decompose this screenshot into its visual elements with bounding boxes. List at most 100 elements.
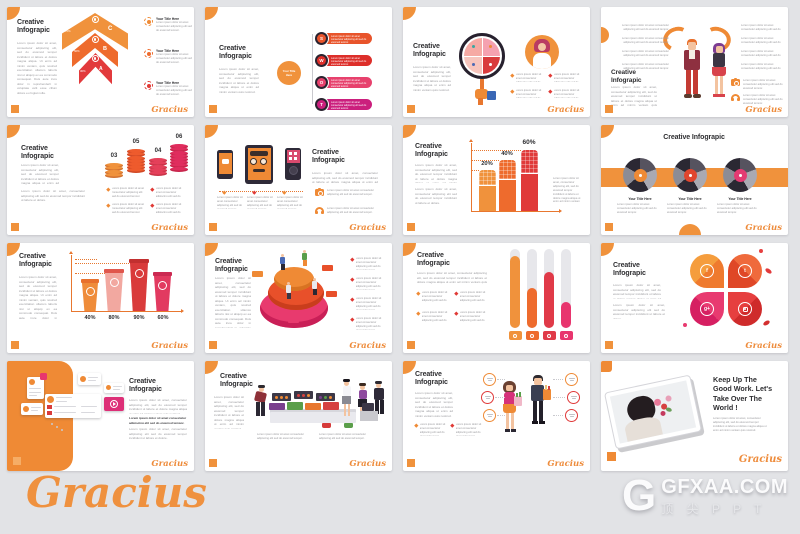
headphones-feature-item: Lorem ipsum dolor sit amet consectetur a…: [315, 207, 375, 217]
watermark: G GFXAA.COM 顶 尖 P P T: [622, 474, 788, 518]
mustache-icon: [253, 169, 265, 172]
caption-text: Lorem ipsum dolor sit amet consectetur a…: [319, 433, 367, 440]
callout-label: Lorem ipsum dolor sit amet consectetur a…: [621, 24, 669, 31]
slide-logo: Gracius: [745, 223, 782, 233]
stat-circle: [567, 391, 580, 404]
stat-circle: [483, 409, 496, 422]
slide-logo: Gracius: [349, 459, 386, 469]
heart-icon: [40, 373, 47, 380]
callout-label: Lorem ipsum dolor sit amet consectetur a…: [741, 63, 781, 70]
slide-16-closing-slide: Keep Up The Good Work. Let's Take Over T…: [601, 361, 788, 471]
instagram-icon: [738, 302, 752, 316]
slide-logo: Gracius: [151, 341, 188, 351]
coin-stack: [170, 144, 188, 172]
bag-icon: [559, 331, 573, 340]
target-icon: [91, 36, 99, 43]
sign-label: [288, 317, 299, 323]
letter-badge: T: [315, 97, 328, 111]
bar-60: [521, 150, 538, 211]
chevron-percent: 70%: [65, 29, 71, 33]
hand-illustration: [475, 89, 488, 99]
corner-quarter-circle: [7, 125, 20, 138]
swot-pill-weaknesses: W Lorem ipsum dolor sit amet consectetur…: [315, 53, 372, 67]
cup-label: 80%: [108, 315, 120, 321]
timeline-line: [219, 191, 303, 192]
body-text: Lorem ipsum dolor sit amet, consectetur …: [214, 395, 244, 429]
page-number-box: [209, 105, 217, 113]
closing-headline: Keep Up The Good Work. Let's Take Over T…: [713, 375, 773, 413]
doctor-avatar: [525, 35, 559, 69]
y-axis: [471, 143, 472, 211]
body-text: Lorem ipsum dolor sit amet, consectetur …: [19, 275, 57, 319]
list-thumb: [47, 411, 52, 415]
side-text: Lorem ipsum dolor sit amet, consectetur …: [553, 177, 581, 203]
play-icon: [110, 400, 118, 408]
vinyl-record: [623, 158, 657, 192]
stat-circle: [481, 391, 494, 404]
page-number-box: [605, 105, 613, 113]
search-icon: [91, 16, 99, 23]
facebook-icon: f: [700, 264, 714, 278]
body-text: Lorem ipsum dolor sit amet, consectetur …: [613, 283, 661, 299]
shopper-woman: [340, 379, 354, 429]
man-character: [681, 39, 703, 101]
body-text: Lorem ipsum dolor sit amet, consectetur …: [129, 427, 187, 440]
stack-number: 05: [132, 139, 140, 145]
grocery-bag: [514, 396, 522, 406]
bar-label: 20%: [481, 161, 493, 167]
slide-02-swot-infographic: Creative Infograpic Lorem ipsum dolor si…: [205, 7, 392, 117]
body-text: Lorem ipsum dolor sit amet, consectetur …: [417, 271, 487, 286]
social-card: [21, 403, 43, 415]
sign-label: [252, 271, 263, 277]
slide-09-cup-chart-infographic: Creative Infograpic Lorem ipsum dolor si…: [7, 243, 194, 353]
tablet-illustration: [245, 145, 273, 184]
brand-logo: Gracius: [26, 468, 207, 517]
bottom-half-circle: [679, 224, 701, 235]
cup-label: 90%: [133, 315, 145, 321]
coin-stack: [105, 163, 123, 178]
slide-title: Creative Infograpic: [663, 134, 725, 141]
slide-title: Creative Infograpic: [215, 258, 248, 274]
cup-label: 60%: [157, 315, 169, 321]
slide-title: Creative Infograpic: [21, 145, 54, 161]
slide-05-coin-stacks-infographic: Creative Infograpic Lorem ipsum dolor si…: [7, 125, 194, 235]
shopper-man: [252, 385, 268, 429]
x-axis: [71, 311, 181, 312]
list-item: Your Title Here Lorem ipsum dolor sit ame…: [144, 81, 192, 95]
petal-twitter: t: [728, 254, 762, 288]
headphones-feature-item: Lorem ipsum dolor sit amet consectetur a…: [731, 94, 785, 104]
bullet-item: Lorem ipsum dolor sit amet consectetur a…: [450, 423, 484, 436]
swot-pill-threats: T Lorem ipsum dolor sit amet consectetur…: [315, 97, 372, 111]
cash-register: [362, 403, 374, 411]
slide-title: Creative Infograpic: [415, 143, 448, 159]
callout-label: Lorem ipsum dolor sit amet consectetur a…: [741, 50, 781, 57]
bullet-item: Lorem ipsum dolor sit amet consectetur a…: [350, 257, 388, 270]
camera-icon: [731, 77, 740, 86]
slide-title: Creative Infograpic: [413, 43, 446, 59]
bullet-item: Lorem ipsum dolor sit amet consectetur a…: [548, 73, 586, 82]
page-number-box: [11, 223, 19, 231]
callout-label: Lorem ipsum dolor sit amet consectetur a…: [741, 24, 781, 31]
sign-label: [326, 291, 337, 297]
center-circle: Your Title Here: [277, 61, 301, 85]
donut-icon: [144, 17, 153, 26]
y-axis-arrow: [469, 139, 473, 142]
page-number-box: [407, 223, 415, 231]
bar-20: [479, 170, 496, 211]
corner-square: [601, 361, 612, 372]
thumb-icon: [525, 331, 539, 340]
letter-badge: S: [315, 31, 328, 45]
cashier: [372, 381, 386, 429]
page-number-box: [209, 341, 217, 349]
slide-title: Creative Infograpic: [129, 378, 162, 394]
corner-quarter-circle: [403, 125, 416, 138]
corner-quarter-circle: [205, 125, 218, 138]
bar-40: [499, 160, 516, 211]
shopper-woman-character: [503, 381, 523, 451]
letter-badge: O: [315, 75, 328, 89]
corner-quarter-circle: [601, 243, 614, 256]
bullet-item: Lorem ipsum dolor sit amet consectetur a…: [416, 311, 452, 323]
stat-circle: [565, 373, 578, 386]
mp3-player-illustration: [285, 148, 301, 180]
chevron-letter: A: [99, 66, 103, 72]
